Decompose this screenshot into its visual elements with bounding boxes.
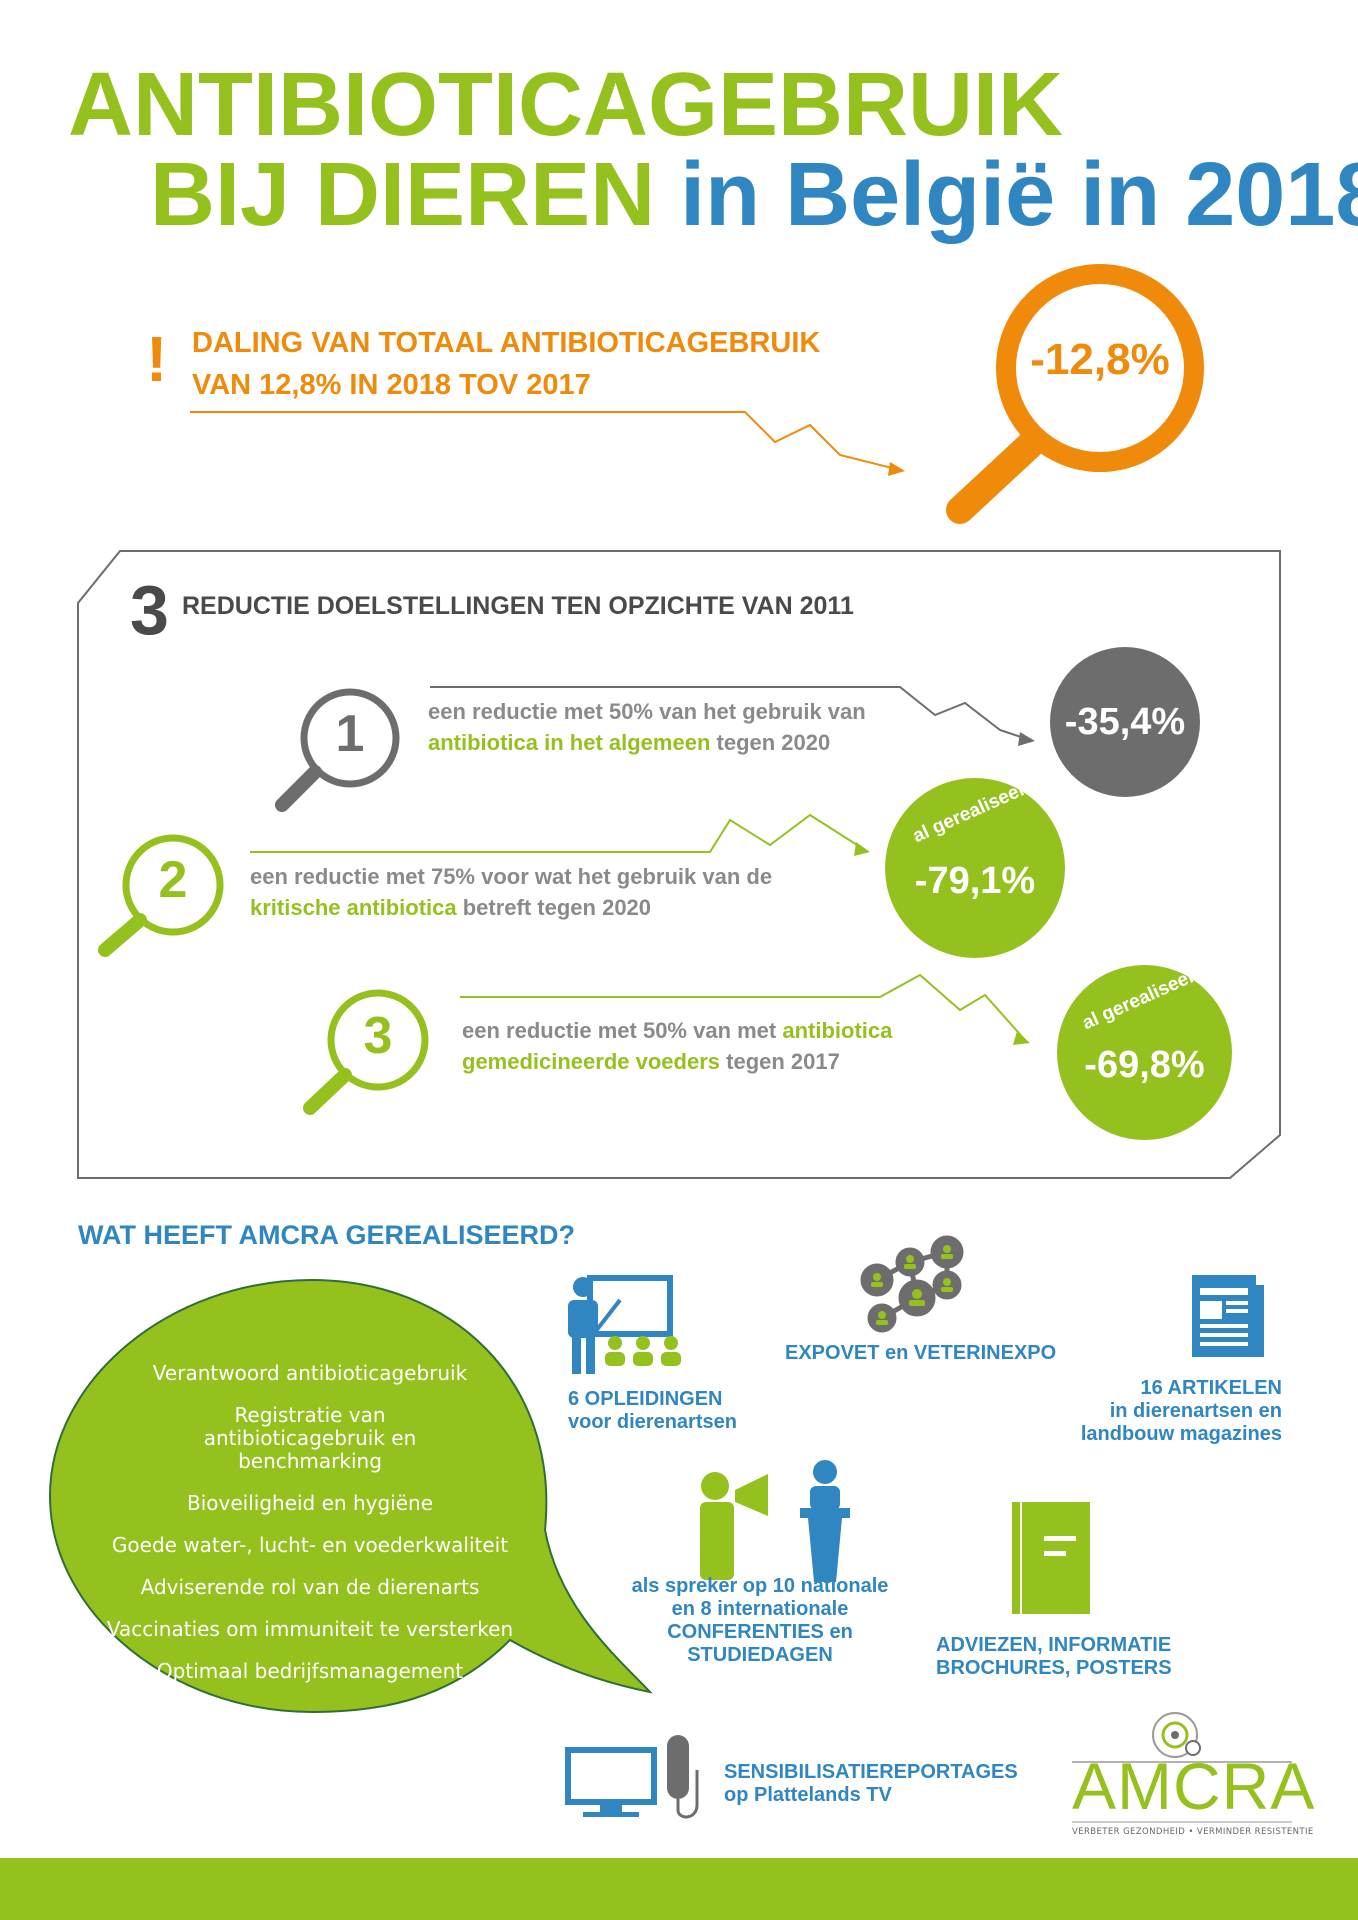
target-3-number: 3: [363, 1007, 393, 1065]
target-1-value-circle: -35,4%: [1050, 647, 1200, 797]
book-icon: [1012, 1502, 1090, 1614]
amcra-logo-tagline: VERBETER GEZONDHEID • VERMINDER RESISTEN…: [1072, 1827, 1314, 1837]
tv-line-2: op Plattelands TV: [724, 1784, 892, 1806]
title-line-2-blue: in België in 2018: [680, 145, 1358, 245]
teacher-icon: [568, 1275, 681, 1374]
amcra-logo-text: AMCRA: [1072, 1749, 1316, 1823]
conferences-line-4: STUDIEDAGEN: [687, 1644, 833, 1666]
magnifier-orange-icon: [946, 264, 1204, 524]
trainings-line-1: 6 OPLEIDINGEN: [568, 1388, 723, 1410]
target-3-line-2: gemedicineerde voeders tegen 2017: [462, 1046, 892, 1077]
expo-label: EXPOVET en VETERINEXPO: [785, 1342, 1057, 1364]
bubble-item: Optimaal bedrijfsmanagement: [156, 1659, 464, 1683]
monitor-icon: [565, 1747, 657, 1817]
network-icon: [860, 1235, 964, 1333]
trainings-label: 6 OPLEIDINGEN voor dierenartsen: [568, 1388, 737, 1434]
footer-bar: [0, 1858, 1358, 1920]
title-line-1: ANTIBIOTICAGEBRUIK: [68, 55, 1063, 155]
tv-line-1: SENSIBILISATIEREPORTAGES: [724, 1761, 1018, 1783]
bubble-item: Vaccinaties om immuniteit te versterken: [106, 1617, 514, 1641]
targets-title: REDUCTIE DOELSTELLINGEN TEN OPZICHTE VAN…: [182, 592, 854, 620]
targets-frame: [77, 550, 1281, 1179]
bubble-item: Verantwoord antibioticagebruik: [152, 1361, 468, 1385]
articles-line-3: landbouw magazines: [1080, 1423, 1282, 1445]
bubble-item: Adviserende rol van de dierenarts: [140, 1575, 480, 1599]
articles-label: 16 ARTIKELEN in dierenartsen en landbouw…: [1050, 1377, 1282, 1446]
headline-value: -12,8%: [1030, 335, 1170, 384]
bubble-list: Verantwoord antibioticagebruik Registrat…: [80, 1362, 540, 1702]
headline-arrow: [190, 411, 901, 471]
bubble-item: Goede water-, lucht- en voederkwaliteit: [111, 1533, 509, 1557]
target-2-line-2: kritische antibiotica betreft tegen 2020: [250, 892, 772, 923]
target-3-pre: een reductie met 50% van met: [462, 1018, 783, 1043]
headline-line-1: DALING VAN TOTAAL ANTIBIOTICAGEBRUIK: [192, 327, 821, 359]
target-1-line-2: antibiotica in het algemeen tegen 2020: [428, 727, 866, 758]
target-1-arrow: [430, 686, 1031, 741]
exclamation-icon: !: [146, 323, 168, 395]
target-3-value: -69,8%: [1084, 1044, 1205, 1086]
bubble-item: Bioveiligheid en hygiëne: [187, 1491, 433, 1515]
title-line-2-green: BIJ DIEREN: [150, 145, 656, 245]
target-2-value: -79,1%: [914, 860, 1036, 902]
target-1-post: tegen 2020: [710, 730, 831, 755]
target-3-text: een reductie met 50% van met antibiotica…: [462, 1015, 892, 1077]
target-2-text: een reductie met 75% voor wat het gebrui…: [250, 861, 772, 923]
amcra-logo-icon: [1072, 1712, 1292, 1823]
target-3-highlight-2: gemedicineerde voeders: [462, 1049, 721, 1074]
brochures-line-1: ADVIEZEN, INFORMATIE: [936, 1634, 1172, 1656]
target-2-post: betreft tegen 2020: [456, 895, 652, 920]
articles-line-1: 16 ARTIKELEN: [1140, 1377, 1282, 1399]
bubble-item: Registratie van antibioticagebruik en be…: [203, 1403, 417, 1473]
target-1-value: -35,4%: [1064, 701, 1186, 743]
headline-text: DALING VAN TOTAAL ANTIBIOTICAGEBRUIK VAN…: [192, 322, 820, 406]
trainings-line-2: voor dierenartsen: [568, 1411, 737, 1433]
magnifier-2-icon: [98, 834, 224, 957]
target-1-number: 1: [335, 705, 365, 763]
target-3-value-circle: al gerealiseerd -69,8%: [1057, 961, 1232, 1140]
conferences-label: als spreker op 10 nationale en 8 interna…: [600, 1575, 920, 1667]
target-1-highlight: antibiotica in het algemeen: [428, 730, 711, 755]
conferences-line-2: en 8 internationale: [671, 1598, 849, 1620]
magnifier-3-icon: [303, 989, 429, 1115]
network-people-icon: [871, 1245, 953, 1325]
target-2-value-circle: al gerealiseerd -79,1%: [885, 774, 1065, 958]
speech-bubble: [48, 1278, 653, 1714]
title-line-2: BIJ DIEREN in België in 2018: [150, 150, 1358, 240]
magnifier-1-icon: [275, 688, 400, 812]
amcra-section-title: WAT HEEFT AMCRA GEREALISEERD?: [78, 1220, 575, 1250]
headline-arrow-head: [888, 462, 905, 476]
articles-line-2: in dierenartsen en: [1109, 1400, 1282, 1422]
target-1-text: een reductie met 50% van het gebruik van…: [428, 696, 866, 758]
target-3-post: tegen 2017: [720, 1049, 840, 1074]
conferences-line-1: als spreker op 10 nationale: [631, 1575, 889, 1597]
target-3-arrow: [460, 973, 1026, 1041]
targets-count: 3: [130, 571, 169, 649]
target-3-highlight-1: antibiotica: [782, 1018, 893, 1043]
target-1-line-1: een reductie met 50% van het gebruik van: [428, 699, 866, 724]
tv-label: SENSIBILISATIEREPORTAGES op Plattelands …: [724, 1761, 1018, 1807]
target-2-highlight: kritische antibiotica: [250, 895, 457, 920]
target-2-arrow: [250, 813, 866, 853]
target-2-line-1: een reductie met 75% voor wat het gebrui…: [250, 864, 773, 889]
podium-speaker-icon: [800, 1460, 850, 1582]
brochures-line-2: BROCHURES, POSTERS: [936, 1657, 1172, 1679]
megaphone-speaker-icon: [700, 1472, 768, 1580]
microphone-icon: [667, 1735, 699, 1819]
brochures-label: ADVIEZEN, INFORMATIE BROCHURES, POSTERS: [936, 1634, 1172, 1680]
headline-line-2: VAN 12,8% IN 2018 TOV 2017: [192, 369, 591, 401]
newspaper-icon: [1192, 1275, 1264, 1357]
target-3-line-1: een reductie met 50% van met antibiotica: [462, 1015, 892, 1046]
target-2-number: 2: [158, 851, 188, 909]
conferences-line-3: CONFERENTIES en: [667, 1621, 853, 1643]
